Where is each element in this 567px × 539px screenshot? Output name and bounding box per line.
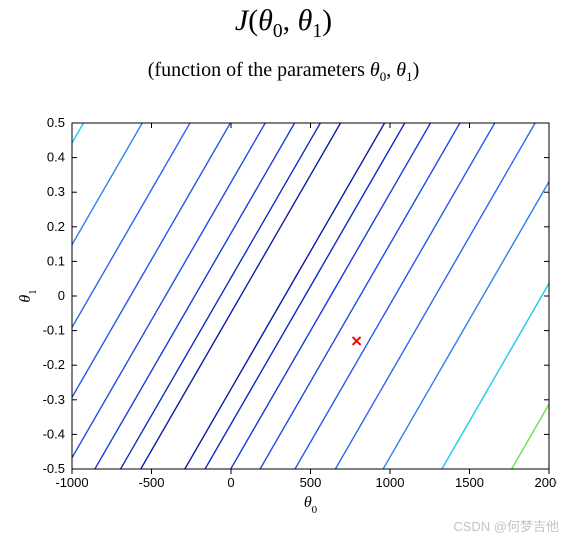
page-title: J(θ0, θ1)	[0, 0, 567, 43]
ytick-label: -0.2	[43, 357, 65, 372]
xtick-label: 500	[300, 475, 322, 490]
ytick-label: 0.4	[47, 150, 65, 165]
xtick-label: 1000	[376, 475, 405, 490]
title-block: J(θ0, θ1) (function of the parameters θ0…	[0, 0, 567, 85]
y-axis-label: θ1	[17, 289, 39, 302]
ytick-label: -0.3	[43, 392, 65, 407]
ytick-label: 0.5	[47, 115, 65, 130]
watermark: CSDN @何梦吉他	[453, 516, 559, 535]
ytick-label: 0.3	[47, 184, 65, 199]
xtick-label: -1000	[55, 475, 88, 490]
page-subtitle: (function of the parameters θ0, θ1)	[0, 43, 567, 85]
chart-svg: -1000 -500 0 500 1000 1500 2000 -0.5 -0.4 -0.3 -0.…	[10, 115, 557, 518]
ytick-label: 0	[58, 288, 65, 303]
page: J(θ0, θ1) (function of the parameters θ0…	[0, 0, 567, 539]
ytick-label: 0.2	[47, 219, 65, 234]
xtick-label: 0	[227, 475, 234, 490]
watermark-text: CSDN @何梦吉他	[453, 519, 559, 534]
ytick-label: -0.5	[43, 461, 65, 476]
xtick-label: -500	[138, 475, 164, 490]
xtick-label: 2000	[535, 475, 557, 490]
x-axis-label: θ0	[304, 494, 318, 516]
contour-chart: -1000 -500 0 500 1000 1500 2000 -0.5 -0.4 -0.3 -0.…	[10, 115, 557, 518]
ytick-label: -0.1	[43, 323, 65, 338]
xtick-label: 1500	[455, 475, 484, 490]
ytick-label: 0.1	[47, 253, 65, 268]
ytick-label: -0.4	[43, 426, 65, 441]
